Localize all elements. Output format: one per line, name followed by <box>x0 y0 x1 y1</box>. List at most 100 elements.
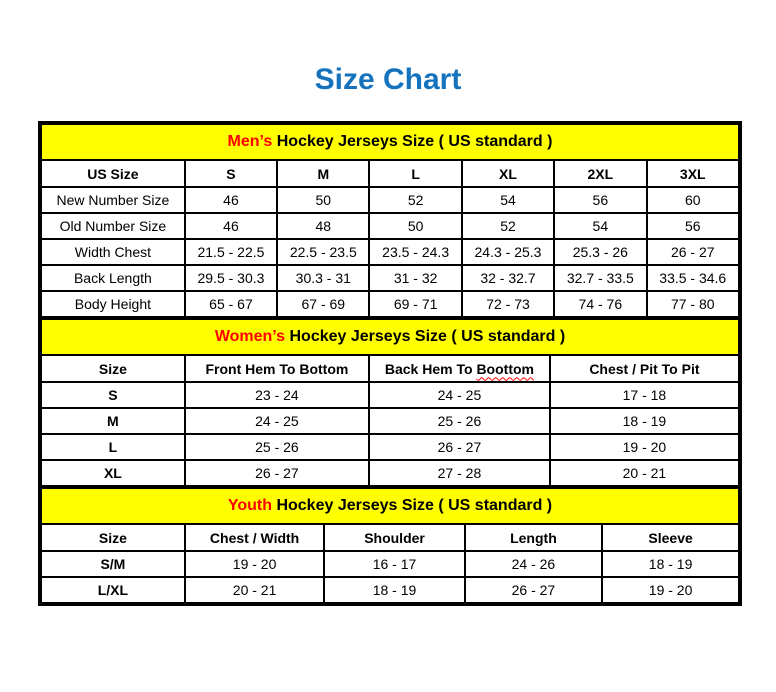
size-value: 25 - 26 <box>368 407 551 435</box>
misspelled-word: Boottom <box>476 360 534 377</box>
column-header: Shoulder <box>323 523 466 552</box>
womens-header-row: Size Front Hem To Bottom Back Hem To Boo… <box>40 354 741 383</box>
size-value: 32.7 - 33.5 <box>553 264 648 292</box>
size-value: 26 - 27 <box>463 576 604 604</box>
table-row: L/XL 20 - 21 18 - 19 26 - 27 19 - 20 <box>40 576 740 604</box>
size-value: 69 - 71 <box>368 290 463 318</box>
size-value: 19 - 20 <box>601 576 740 604</box>
size-value: 50 <box>276 186 371 214</box>
table-row: New Number Size 46 50 52 54 56 60 <box>40 186 740 214</box>
size-value: 24 - 25 <box>368 381 551 409</box>
size-value: 56 <box>645 212 740 240</box>
size-value: 19 - 20 <box>548 433 741 461</box>
page-title: Size Chart <box>314 63 462 96</box>
mens-size-table: Men’s Hockey Jerseys Size ( US standard … <box>40 123 740 318</box>
size-value: 54 <box>460 186 556 214</box>
womens-section-band: Women’s Hockey Jerseys Size ( US standar… <box>40 318 740 356</box>
table-row: S 23 - 24 24 - 25 17 - 18 <box>40 381 741 409</box>
row-label: L <box>40 433 186 461</box>
size-value: 19 - 20 <box>183 550 326 578</box>
size-value: 18 - 19 <box>323 576 466 604</box>
size-value: 46 <box>183 186 279 214</box>
size-value: 56 <box>553 186 648 214</box>
column-header: Size <box>40 354 186 383</box>
row-label: M <box>40 407 186 435</box>
size-value: 25 - 26 <box>183 433 371 461</box>
column-header: Back Hem To Boottom <box>368 354 551 383</box>
youth-header-row: Size Chest / Width Shoulder Length Sleev… <box>40 523 740 552</box>
column-header: S <box>183 159 279 188</box>
mens-band-highlight: Men’s <box>227 133 273 150</box>
row-label: Back Length <box>40 264 186 292</box>
youth-band-highlight: Youth <box>227 497 272 514</box>
youth-section-band: Youth Hockey Jerseys Size ( US standard … <box>40 487 740 525</box>
size-value: 16 - 17 <box>323 550 466 578</box>
column-header: Chest / Pit To Pit <box>548 354 741 383</box>
mens-section-band: Men’s Hockey Jerseys Size ( US standard … <box>40 123 740 161</box>
womens-band-title: Women’s Hockey Jerseys Size ( US standar… <box>40 318 740 356</box>
size-value: 32 - 32.7 <box>460 264 556 292</box>
size-value: 33.5 - 34.6 <box>645 264 740 292</box>
womens-band-highlight: Women’s <box>214 328 286 345</box>
row-label: S <box>40 381 186 409</box>
youth-band-rest: Hockey Jerseys Size ( US standard ) <box>276 497 553 514</box>
size-value: 72 - 73 <box>460 290 556 318</box>
column-header: Chest / Width <box>183 523 326 552</box>
size-value: 20 - 21 <box>183 576 326 604</box>
table-row: Width Chest 21.5 - 22.5 22.5 - 23.5 23.5… <box>40 238 740 266</box>
row-label: Width Chest <box>40 238 186 266</box>
mens-band-title: Men’s Hockey Jerseys Size ( US standard … <box>40 123 740 161</box>
size-value: 25.3 - 26 <box>553 238 648 266</box>
size-value: 26 - 27 <box>645 238 740 266</box>
size-value: 18 - 19 <box>548 407 741 435</box>
row-label: L/XL <box>40 576 186 604</box>
size-value: 65 - 67 <box>183 290 279 318</box>
size-value: 52 <box>460 212 556 240</box>
size-value: 48 <box>276 212 371 240</box>
row-label: Old Number Size <box>40 212 186 240</box>
size-value: 54 <box>553 212 648 240</box>
size-value: 67 - 69 <box>276 290 371 318</box>
table-row: M 24 - 25 25 - 26 18 - 19 <box>40 407 741 435</box>
table-row: Old Number Size 46 48 50 52 54 56 <box>40 212 740 240</box>
size-value: 29.5 - 30.3 <box>183 264 279 292</box>
column-header: 3XL <box>645 159 740 188</box>
womens-size-table: Women’s Hockey Jerseys Size ( US standar… <box>40 318 741 487</box>
row-label: Body Height <box>40 290 186 318</box>
column-header: M <box>276 159 371 188</box>
table-row: XL 26 - 27 27 - 28 20 - 21 <box>40 459 741 487</box>
column-header: L <box>368 159 463 188</box>
table-row: Back Length 29.5 - 30.3 30.3 - 31 31 - 3… <box>40 264 740 292</box>
size-value: 20 - 21 <box>548 459 741 487</box>
size-value: 77 - 80 <box>645 290 740 318</box>
mens-band-rest: Hockey Jerseys Size ( US standard ) <box>276 133 553 150</box>
column-header: Sleeve <box>601 523 740 552</box>
table-row: Body Height 65 - 67 67 - 69 69 - 71 72 -… <box>40 290 740 318</box>
column-header: Front Hem To Bottom <box>183 354 371 383</box>
youth-band-title: Youth Hockey Jerseys Size ( US standard … <box>40 487 740 525</box>
size-value: 74 - 76 <box>553 290 648 318</box>
table-row: S/M 19 - 20 16 - 17 24 - 26 18 - 19 <box>40 550 740 578</box>
size-value: 17 - 18 <box>548 381 741 409</box>
column-header: Size <box>40 523 186 552</box>
size-value: 21.5 - 22.5 <box>183 238 279 266</box>
table-row: L 25 - 26 26 - 27 19 - 20 <box>40 433 741 461</box>
row-label: New Number Size <box>40 186 186 214</box>
mens-header-row: US Size S M L XL 2XL 3XL <box>40 159 740 188</box>
column-header: XL <box>460 159 556 188</box>
size-value: 30.3 - 31 <box>276 264 371 292</box>
size-value: 46 <box>183 212 279 240</box>
size-value: 26 - 27 <box>183 459 371 487</box>
row-label: S/M <box>40 550 186 578</box>
column-header: 2XL <box>553 159 648 188</box>
size-value: 60 <box>645 186 740 214</box>
size-value: 23.5 - 24.3 <box>368 238 463 266</box>
size-value: 24.3 - 25.3 <box>460 238 556 266</box>
size-value: 27 - 28 <box>368 459 551 487</box>
size-value: 22.5 - 23.5 <box>276 238 371 266</box>
womens-band-rest: Hockey Jerseys Size ( US standard ) <box>289 328 566 345</box>
size-chart-tables: Men’s Hockey Jerseys Size ( US standard … <box>38 121 742 606</box>
column-header-text: Back Hem To <box>384 360 473 377</box>
size-value: 26 - 27 <box>368 433 551 461</box>
